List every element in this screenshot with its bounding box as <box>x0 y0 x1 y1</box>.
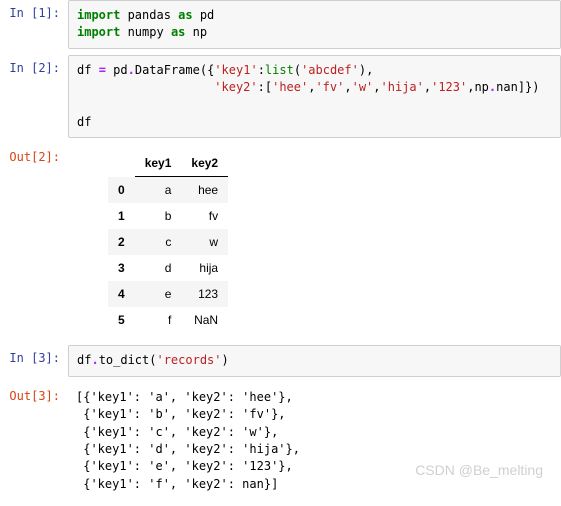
dataframe-table: key1key2 0ahee1bfv2cw3dhija4e1235fNaN <box>108 150 228 333</box>
row-index: 1 <box>108 203 135 229</box>
table-cell: fv <box>181 203 228 229</box>
output-area: [{'key1': 'a', 'key2': 'hee'}, {'key1': … <box>68 383 561 499</box>
code-input[interactable]: df = pd.DataFrame({'key1':list('abcdef')… <box>68 55 561 139</box>
table-row: 0ahee <box>108 177 228 204</box>
table-cell: hija <box>181 255 228 281</box>
out-prompt: Out[2]: <box>0 144 68 339</box>
code-input[interactable]: import pandas as pd import numpy as np <box>68 0 561 49</box>
table-row: 4e123 <box>108 281 228 307</box>
in-prompt: In [3]: <box>0 345 68 376</box>
table-cell: NaN <box>181 307 228 333</box>
cell-1: In [1]: import pandas as pd import numpy… <box>0 0 561 49</box>
table-cell: hee <box>181 177 228 204</box>
table-body: 0ahee1bfv2cw3dhija4e1235fNaN <box>108 177 228 334</box>
in-prompt: In [1]: <box>0 0 68 49</box>
code-pre: import pandas as pd import numpy as np <box>77 7 552 42</box>
cell-3-output: Out[3]: [{'key1': 'a', 'key2': 'hee'}, {… <box>0 383 561 499</box>
cell-3: In [3]: df.to_dict('records') <box>0 345 561 376</box>
row-index: 3 <box>108 255 135 281</box>
code-pre: df.to_dict('records') <box>77 352 552 369</box>
row-index: 4 <box>108 281 135 307</box>
row-index: 2 <box>108 229 135 255</box>
row-index: 0 <box>108 177 135 204</box>
cell-2: In [2]: df = pd.DataFrame({'key1':list('… <box>0 55 561 139</box>
table-cell: c <box>135 229 182 255</box>
index-header <box>108 150 135 177</box>
table-row: 3dhija <box>108 255 228 281</box>
table-row: 2cw <box>108 229 228 255</box>
table-cell: b <box>135 203 182 229</box>
table-header-row: key1key2 <box>108 150 228 177</box>
table-cell: d <box>135 255 182 281</box>
column-header: key2 <box>181 150 228 177</box>
table-cell: a <box>135 177 182 204</box>
in-prompt: In [2]: <box>0 55 68 139</box>
out-prompt: Out[3]: <box>0 383 68 499</box>
table-cell: 123 <box>181 281 228 307</box>
row-index: 5 <box>108 307 135 333</box>
output-pre: [{'key1': 'a', 'key2': 'hee'}, {'key1': … <box>76 389 553 493</box>
table-row: 5fNaN <box>108 307 228 333</box>
cell-2-output: Out[2]: key1key2 0ahee1bfv2cw3dhija4e123… <box>0 144 561 339</box>
table-cell: f <box>135 307 182 333</box>
code-pre: df = pd.DataFrame({'key1':list('abcdef')… <box>77 62 552 132</box>
table-row: 1bfv <box>108 203 228 229</box>
output-area: key1key2 0ahee1bfv2cw3dhija4e1235fNaN <box>68 144 561 339</box>
code-input[interactable]: df.to_dict('records') <box>68 345 561 376</box>
column-header: key1 <box>135 150 182 177</box>
table-cell: e <box>135 281 182 307</box>
table-cell: w <box>181 229 228 255</box>
